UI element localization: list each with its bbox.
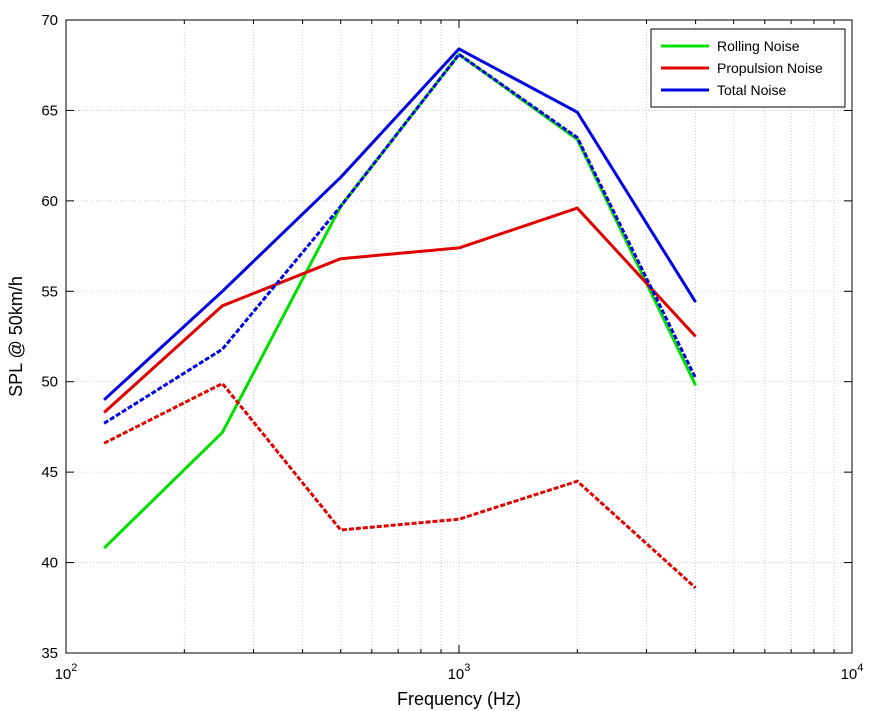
legend: Rolling Noise Propulsion Noise Total Noise	[650, 28, 846, 108]
y-tick-label: 55	[41, 283, 58, 300]
y-tick-label: 70	[41, 12, 58, 29]
series-line-total-noise	[103, 47, 697, 401]
x-tick-label-exponent: 4	[857, 662, 863, 674]
y-tick-label: 35	[41, 645, 58, 662]
x-tick-label-base: 10	[448, 666, 465, 683]
x-tick-label-base: 10	[55, 666, 72, 683]
y-tick-labels: 35 40 45 50 55 60 65 70	[41, 12, 58, 662]
grid	[66, 20, 852, 653]
series-line-propulsion-noise	[103, 206, 697, 414]
x-tick-label-exponent: 3	[464, 662, 470, 674]
y-axis-label: SPL @ 50km/h	[6, 276, 26, 397]
x-tick-labels: 102 103 104	[55, 662, 864, 683]
x-tick-label-base: 10	[841, 666, 858, 683]
y-tick-label: 65	[41, 102, 58, 119]
series-line-dashed-4	[103, 382, 697, 590]
y-tick-label: 45	[41, 464, 58, 481]
legend-label: Rolling Noise	[717, 38, 800, 54]
x-axis-label: Frequency (Hz)	[397, 689, 521, 709]
legend-label: Total Noise	[717, 82, 786, 98]
x-tick-label: 104	[841, 662, 864, 683]
x-tick-label: 103	[448, 662, 471, 683]
series-line-dashed-3	[103, 52, 697, 425]
y-tick-label: 60	[41, 193, 58, 210]
y-tick-label: 50	[41, 374, 58, 391]
plot-frame	[65, 19, 853, 654]
series-lines	[103, 47, 697, 590]
x-tick-label-exponent: 2	[71, 662, 77, 674]
legend-label: Propulsion Noise	[717, 60, 823, 76]
axis-ticks	[65, 19, 852, 654]
x-tick-label: 102	[55, 662, 78, 683]
y-tick-label: 40	[41, 555, 58, 572]
